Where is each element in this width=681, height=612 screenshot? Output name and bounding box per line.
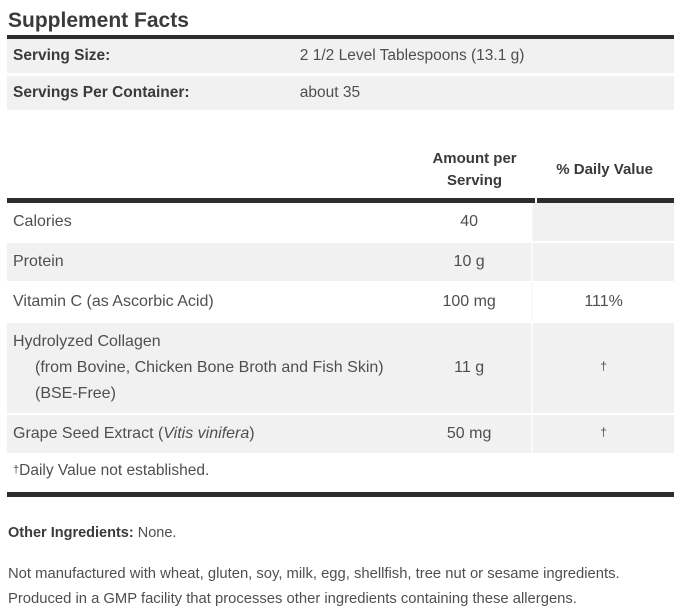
nutrient-name: Protein — [7, 242, 408, 283]
serving-info-row: Servings Per Container: about 35 — [7, 74, 674, 113]
serving-info-body: Serving Size: 2 1/2 Level Tablespoons (1… — [7, 39, 674, 113]
nutrient-amount: 11 g — [407, 322, 533, 415]
column-header-row: Amount per Serving % Daily Value — [7, 141, 674, 198]
nutrient-row: Vitamin C (as Ascorbic Acid) 100 mg 111% — [7, 282, 674, 323]
dagger-symbol: † — [600, 425, 607, 439]
nutrient-daily-value: † — [531, 322, 674, 415]
other-ingredients-label: Other Ingredients: — [8, 525, 134, 541]
dagger-symbol: † — [600, 359, 607, 373]
serving-info-table: Serving Size: 2 1/2 Level Tablespoons (1… — [7, 39, 674, 113]
serving-info-value: about 35 — [299, 74, 674, 113]
nutrient-row: Grape Seed Extract (Vitis vinifera) 50 m… — [7, 414, 674, 455]
nutrient-daily-value: 111% — [531, 282, 674, 323]
nutrient-daily-value — [531, 203, 674, 243]
other-ingredients-value: None. — [137, 525, 177, 541]
footnote-row: †Daily Value not established. — [7, 454, 674, 492]
divider-bar-top — [7, 35, 674, 39]
serving-info-label: Serving Size: — [7, 39, 300, 76]
latin-name: Vitis vinifera — [163, 425, 250, 442]
nutrient-name: Grape Seed Extract (Vitis vinifera) — [7, 414, 408, 455]
nutrient-amount: 100 mg — [407, 282, 533, 323]
nutrient-name: Hydrolyzed Collagen (from Bovine, Chicken… — [7, 322, 408, 415]
nutrient-amount: 10 g — [407, 242, 533, 283]
nutrient-daily-value — [531, 242, 674, 283]
nutrient-row: Protein 10 g — [7, 242, 674, 283]
amount-per-serving-header: Amount per Serving — [432, 149, 517, 189]
divider-bar-middle — [7, 198, 674, 203]
divider-bar-bottom — [7, 492, 674, 497]
serving-info-value: 2 1/2 Level Tablespoons (13.1 g) — [299, 39, 674, 76]
nutrient-row: Calories 40 — [7, 203, 674, 243]
serving-info-label: Servings Per Container: — [7, 74, 300, 113]
nutrients-body: Calories 40 Protein 10 g Vitamin C (as A… — [7, 203, 674, 492]
nutrients-table: Calories 40 Protein 10 g Vitamin C (as A… — [7, 203, 674, 492]
page-title: Supplement Facts — [8, 9, 189, 32]
nutrient-name: Vitamin C (as Ascorbic Acid) — [7, 282, 408, 323]
nutrient-name: Calories — [7, 203, 408, 243]
other-ingredients: Other Ingredients: None. — [7, 524, 674, 543]
footnote-text: †Daily Value not established. — [7, 454, 674, 492]
nutrient-name-detail: (from Bovine, Chicken Bone Broth and Fis… — [35, 359, 384, 402]
nutrient-daily-value: † — [531, 414, 674, 455]
nutrient-row: Hydrolyzed Collagen (from Bovine, Chicken… — [7, 322, 674, 415]
column-divider-notch — [535, 198, 538, 203]
percent-daily-value-header: % Daily Value — [556, 161, 653, 178]
allergen-statement: Not manufactured with wheat, gluten, soy… — [8, 566, 620, 607]
nutrient-amount: 50 mg — [407, 414, 533, 455]
dagger-symbol: † — [13, 464, 20, 476]
serving-info-row: Serving Size: 2 1/2 Level Tablespoons (1… — [7, 39, 674, 76]
nutrient-amount: 40 — [407, 203, 533, 243]
